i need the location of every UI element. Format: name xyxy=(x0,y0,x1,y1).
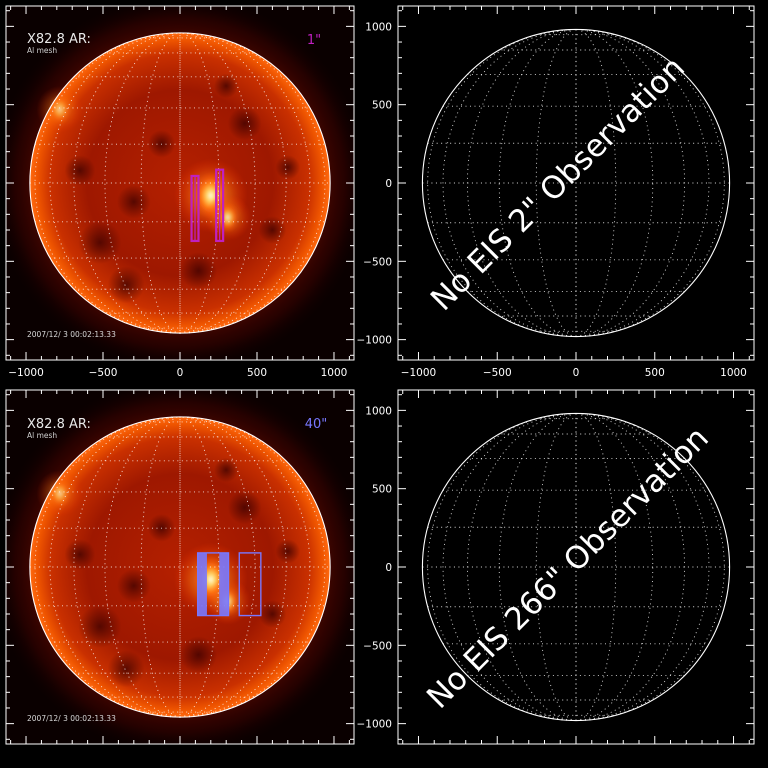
heliographic-grid xyxy=(422,28,730,338)
tick-labels: −1000 −500 0 500 1000 1000 500 0 −500 −1000 xyxy=(356,21,746,379)
dark-region xyxy=(116,568,151,603)
eis-266arcsec-panel: 1000 500 0 −500 −1000 xyxy=(356,389,755,745)
y-tick-label: −500 xyxy=(363,256,392,268)
eis-2arcsec-panel: −1000 −500 0 500 1000 1000 500 0 −500 −1000 xyxy=(356,5,755,379)
dark-region xyxy=(107,650,145,688)
heliographic-grid xyxy=(29,416,331,718)
longitude-line xyxy=(34,416,181,718)
dark-region xyxy=(64,539,96,570)
heliographic-grid xyxy=(422,412,730,722)
solar-limb xyxy=(421,28,731,338)
dark-region xyxy=(258,216,287,244)
instrument-label: X82.8 AR: xyxy=(27,417,91,432)
longitude-line xyxy=(575,28,710,338)
dark-region xyxy=(275,155,301,180)
instrument-label: X82.8 AR: xyxy=(27,32,91,47)
axis-ticks xyxy=(6,390,354,744)
y-tick-label: 500 xyxy=(372,100,392,112)
heliographic-grid xyxy=(29,32,331,334)
solar-limb xyxy=(29,32,331,334)
longitude-line xyxy=(179,416,326,718)
longitude-line xyxy=(427,412,577,722)
scale-label: 1" xyxy=(307,33,321,48)
dark-region xyxy=(107,266,145,304)
longitude-line xyxy=(104,32,181,334)
x-tick-label: −1000 xyxy=(401,367,437,379)
longitude-line xyxy=(466,28,577,338)
solar-limb xyxy=(421,412,731,722)
active-region xyxy=(48,478,71,509)
eis-raster-outline xyxy=(238,552,262,617)
dark-region xyxy=(275,539,301,564)
axis-ticks xyxy=(6,6,354,360)
dark-region xyxy=(227,490,262,525)
y-tick-label: 0 xyxy=(385,562,392,574)
solar-limb xyxy=(29,416,331,718)
longitude-line xyxy=(73,416,181,718)
y-tick-label: −1000 xyxy=(356,335,392,347)
eis-raster-strip xyxy=(219,552,229,616)
y-tick-label: 1000 xyxy=(365,405,392,417)
y-tick-label: 0 xyxy=(385,178,392,190)
y-tick-label: 500 xyxy=(372,484,392,496)
longitude-line xyxy=(179,32,326,334)
dark-region xyxy=(78,220,122,265)
scale-label: 40" xyxy=(305,417,328,432)
annotation-bottom-left: X82.8 AR: Al mesh 2007/12/ 3 00:02:13.33… xyxy=(27,417,327,723)
y-tick-label: 1000 xyxy=(365,21,392,33)
x-tick-label: 1000 xyxy=(720,367,747,379)
x-tick-label: 500 xyxy=(247,367,267,379)
dark-region xyxy=(213,457,239,483)
annotation-top-left: X82.8 AR: Al mesh 2007/12/ 3 00:02:13.33… xyxy=(27,32,321,339)
x-tick-label: 500 xyxy=(645,367,665,379)
longitude-line xyxy=(466,412,577,722)
x-tick-label: −500 xyxy=(89,367,118,379)
dark-region xyxy=(78,604,122,649)
longitude-line xyxy=(104,416,181,718)
longitude-line xyxy=(575,412,725,722)
active-region xyxy=(48,94,71,125)
longitude-line xyxy=(73,32,181,334)
tick-labels: −1000 −500 0 500 1000 xyxy=(8,367,347,379)
x-tick-label: −1000 xyxy=(8,367,44,379)
x-tick-label: 1000 xyxy=(321,367,348,379)
longitude-line xyxy=(427,28,577,338)
longitude-line xyxy=(575,412,710,722)
date-label: 2007/12/ 3 00:02:13.33 xyxy=(27,714,116,723)
xrt-40arcsec-panel xyxy=(5,389,355,745)
dark-region xyxy=(227,106,262,141)
eis-raster-outline xyxy=(197,552,230,617)
dark-region xyxy=(213,73,239,99)
tick-labels: 1000 500 0 −500 −1000 xyxy=(356,405,392,730)
y-tick-label: −1000 xyxy=(356,719,392,731)
y-tick-label: −500 xyxy=(363,640,392,652)
filter-label: Al mesh xyxy=(27,431,57,440)
date-label: 2007/12/ 3 00:02:13.33 xyxy=(27,330,116,339)
longitude-line xyxy=(34,32,181,334)
longitude-line xyxy=(179,32,287,334)
eis-raster-filled xyxy=(197,552,230,617)
axis-ticks xyxy=(398,6,754,360)
dark-region xyxy=(116,184,151,219)
longitude-line xyxy=(442,28,577,338)
longitude-line xyxy=(179,416,287,718)
dark-region xyxy=(180,252,217,290)
filter-label: Al mesh xyxy=(27,46,57,55)
eis-raster-strip xyxy=(197,552,207,616)
x-tick-label: 0 xyxy=(177,367,184,379)
dark-region xyxy=(258,600,287,628)
longitude-line xyxy=(442,412,577,722)
longitude-line xyxy=(575,28,725,338)
dark-region xyxy=(180,636,217,674)
xrt-1arcsec-panel: −1000 −500 0 500 1000 xyxy=(5,5,355,379)
x-tick-label: 0 xyxy=(573,367,580,379)
axis-ticks xyxy=(398,390,754,744)
x-tick-label: −500 xyxy=(483,367,512,379)
dark-region xyxy=(64,155,96,186)
